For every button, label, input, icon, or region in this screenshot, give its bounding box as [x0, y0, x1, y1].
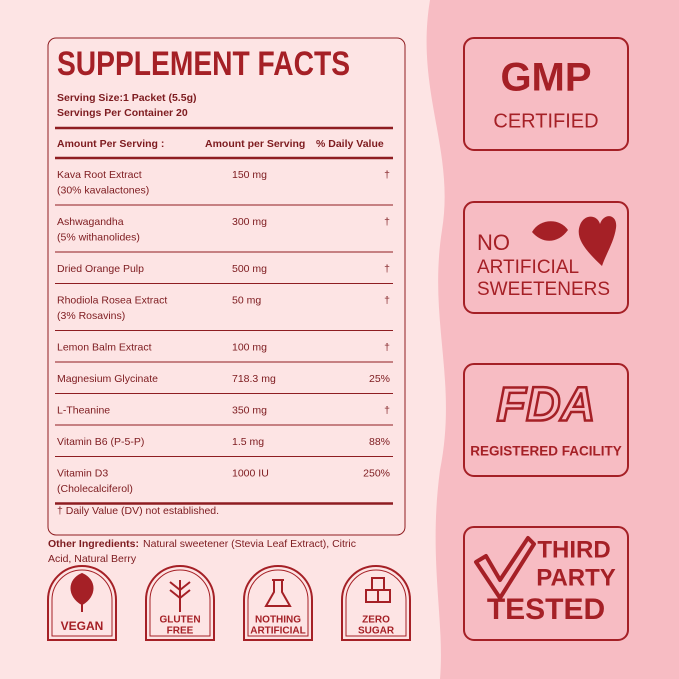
icon-label: GLUTEN [159, 615, 200, 626]
ingredient-name: (5% withanolides) [57, 231, 140, 243]
icon-glyph [70, 572, 94, 612]
icon-label: SUGAR [358, 626, 395, 637]
other-label: Other Ingredients: [48, 538, 139, 550]
amount: 718.3 mg [232, 373, 276, 385]
amount: 500 mg [232, 263, 267, 275]
ingredient-name: Lemon Balm Extract [57, 341, 152, 353]
badge [463, 363, 629, 477]
icon-frame [247, 569, 309, 637]
check-icon [474, 536, 536, 600]
daily-value: † [384, 294, 390, 306]
amount: 100 mg [232, 341, 267, 353]
icon-frame [345, 569, 407, 637]
ingredient-name: (30% kavalactones) [57, 184, 149, 196]
background-wave [426, 0, 679, 679]
fda-logo: FDA [497, 379, 596, 432]
daily-value: † [384, 404, 390, 416]
other-text: Natural sweetener (Stevia Leaf Extract),… [143, 538, 356, 550]
serving-size: Serving Size:1 Packet (5.5g) [57, 92, 196, 104]
amount: 350 mg [232, 404, 267, 416]
facts-panel [47, 37, 406, 536]
daily-value: † [384, 216, 390, 228]
amount: 50 mg [232, 294, 261, 306]
badge-text: GMP [500, 56, 591, 100]
badge-text: REGISTERED FACILITY [470, 444, 622, 459]
icon-label: FREE [167, 626, 194, 637]
ingredient-name: Magnesium Glycinate [57, 373, 158, 385]
ingredient-name: Vitamin B6 (P-5-P) [57, 436, 144, 448]
other-text: Acid, Natural Berry [48, 553, 137, 565]
icon: VEGAN [47, 565, 117, 641]
icon-label: NOTHING [255, 615, 301, 626]
ingredient-name: Ashwagandha [57, 216, 124, 228]
servings-per-container: Servings Per Container 20 [57, 107, 188, 119]
footnote: † Daily Value (DV) not established. [57, 505, 219, 517]
header: % Daily Value [316, 138, 384, 150]
badge-text: SWEETENERS [477, 279, 610, 300]
amount: 1.5 mg [232, 436, 264, 448]
icon-glyph [169, 580, 191, 612]
heart-icon [578, 216, 617, 266]
badge-text: ARTIFICIAL [477, 257, 579, 278]
ingredient-name: Dried Orange Pulp [57, 263, 144, 275]
icon-label: VEGAN [61, 619, 104, 633]
ingredient-name: Vitamin D3 [57, 467, 108, 479]
icon-frame [341, 565, 411, 641]
rows: Kava Root Extract (30% kavalactones) 150 m… [55, 169, 393, 505]
icon-frame [51, 569, 113, 637]
icon-glyph [365, 577, 391, 603]
icon-glyph [264, 579, 292, 607]
leaf-icon [532, 221, 568, 241]
daily-value: † [384, 263, 390, 275]
header: Amount Per Serving : [57, 138, 164, 150]
badge-text: CERTIFIED [493, 110, 598, 132]
panel-title: SUPPLEMENT FACTS [57, 45, 350, 83]
icon-frame [149, 569, 211, 637]
header: Amount per Serving [205, 138, 305, 150]
daily-value: 25% [369, 373, 390, 385]
daily-value: 250% [363, 467, 390, 479]
daily-value: 88% [369, 436, 390, 448]
icon-frame [145, 565, 215, 641]
badge-text: TESTED [487, 593, 605, 626]
ingredient-name: (3% Rosavins) [57, 310, 125, 322]
amount: 150 mg [232, 169, 267, 181]
ingredient-name: L-Theanine [57, 404, 110, 416]
badge [463, 37, 629, 151]
amount: 1000 IU [232, 467, 269, 479]
other-ingredients: Other Ingredients: Natural sweetener (Ste… [48, 538, 356, 550]
badge [463, 201, 629, 314]
ingredient-name: Rhodiola Rosea Extract [57, 294, 167, 306]
daily-value: † [384, 341, 390, 353]
ingredient-name: (Cholecalciferol) [57, 483, 133, 495]
icon-frame [47, 565, 117, 641]
badge-text: PARTY [536, 564, 616, 591]
icon-label: ZERO [362, 615, 390, 626]
icon-label: ARTIFICIAL [250, 626, 306, 637]
badge-text: THIRD [537, 536, 610, 563]
icon-frame [243, 565, 313, 641]
badge-text: NO [477, 230, 510, 255]
daily-value: † [384, 169, 390, 181]
amount: 300 mg [232, 216, 267, 228]
ingredient-name: Kava Root Extract [57, 169, 142, 181]
badge [463, 526, 629, 641]
